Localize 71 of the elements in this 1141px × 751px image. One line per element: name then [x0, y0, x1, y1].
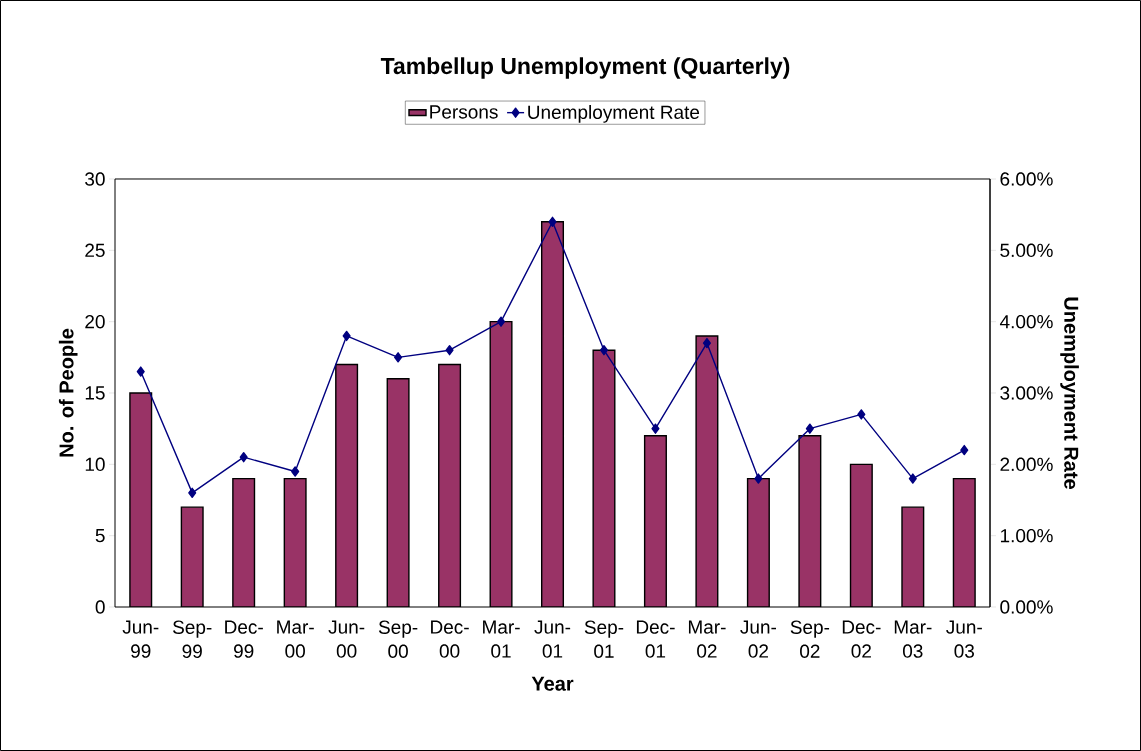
bar: [335, 363, 359, 607]
x-tick-label: Mar-02: [688, 620, 726, 658]
x-tick-label: Sep-99: [173, 620, 212, 658]
point: [239, 452, 248, 463]
point: [960, 444, 969, 456]
y2-tick-label: 5.00%: [1000, 243, 1053, 258]
y2-tick-label: 3.00%: [1000, 386, 1053, 400]
x-tick-label: Mar-00: [277, 620, 314, 658]
x-tick-label: Jun-99: [122, 620, 159, 658]
bar: [541, 221, 565, 607]
y-tick-label: 5: [95, 529, 105, 543]
bar: [592, 349, 616, 607]
x-tick-label: Dec-00: [431, 620, 469, 658]
bar: [952, 477, 976, 607]
point: [754, 473, 763, 484]
point: [291, 466, 300, 477]
y2-axis-title: Unemployment Rate: [1060, 297, 1079, 489]
x-tick-label: Sep-00: [378, 620, 418, 658]
point: [599, 345, 609, 356]
x-tick-label: Jun-02: [740, 620, 777, 658]
x-tick-label: Dec-01: [636, 620, 675, 658]
y-tick-label: 25: [85, 243, 105, 258]
legend-label: Unemployment Rate: [528, 105, 700, 123]
x-tick-label: Sep-02: [790, 620, 830, 658]
y-tick-label: 10: [85, 457, 105, 472]
y-tick-label: 0: [95, 600, 105, 614]
bar: [180, 506, 204, 607]
y2-tick-label: 0.00%: [1000, 600, 1053, 614]
point: [857, 409, 866, 420]
bar: [232, 477, 256, 607]
x-tick-label: Mar-01: [483, 620, 520, 658]
point: [908, 473, 917, 484]
bar: [849, 463, 873, 607]
x-axis-title: Year: [531, 676, 574, 691]
point: [342, 330, 351, 342]
x-tick-label: Jun-00: [328, 620, 365, 658]
bar: [901, 506, 925, 607]
y2-tick-label: 2.00%: [1000, 457, 1053, 472]
y-tick-label: 30: [85, 172, 105, 186]
x-tick-label: Dec-99: [225, 620, 263, 658]
x-tick-label: Jun-01: [534, 620, 571, 658]
point: [702, 337, 711, 349]
bar: [695, 335, 719, 607]
legend-label: Persons: [430, 105, 498, 119]
point: [805, 423, 814, 434]
x-tick-label: Dec-02: [842, 620, 881, 658]
point: [496, 316, 506, 327]
bar: [438, 363, 462, 607]
bar: [643, 435, 667, 607]
bar: [386, 378, 410, 607]
point: [548, 216, 557, 227]
point: [188, 487, 197, 499]
bar: [129, 392, 153, 607]
bar: [746, 477, 770, 607]
y-tick-label: 15: [85, 386, 105, 400]
bar: [489, 320, 513, 607]
y-tick-label: 20: [85, 314, 105, 329]
x-tick-label: Sep-01: [584, 620, 624, 658]
y2-tick-label: 1.00%: [1000, 528, 1053, 543]
y2-tick-label: 6.00%: [1000, 172, 1053, 186]
point: [445, 345, 454, 356]
point: [651, 423, 660, 434]
bar: [798, 435, 822, 607]
x-tick-label: Mar-03: [894, 620, 932, 658]
x-tick-label: Jun-03: [946, 620, 982, 658]
chart-title: Tambellup Unemployment (Quarterly): [380, 57, 790, 79]
point: [394, 352, 403, 363]
point: [136, 366, 145, 377]
y-axis-title: No. of People: [58, 328, 78, 457]
y2-tick-label: 4.00%: [999, 314, 1053, 329]
bar: [283, 477, 307, 607]
